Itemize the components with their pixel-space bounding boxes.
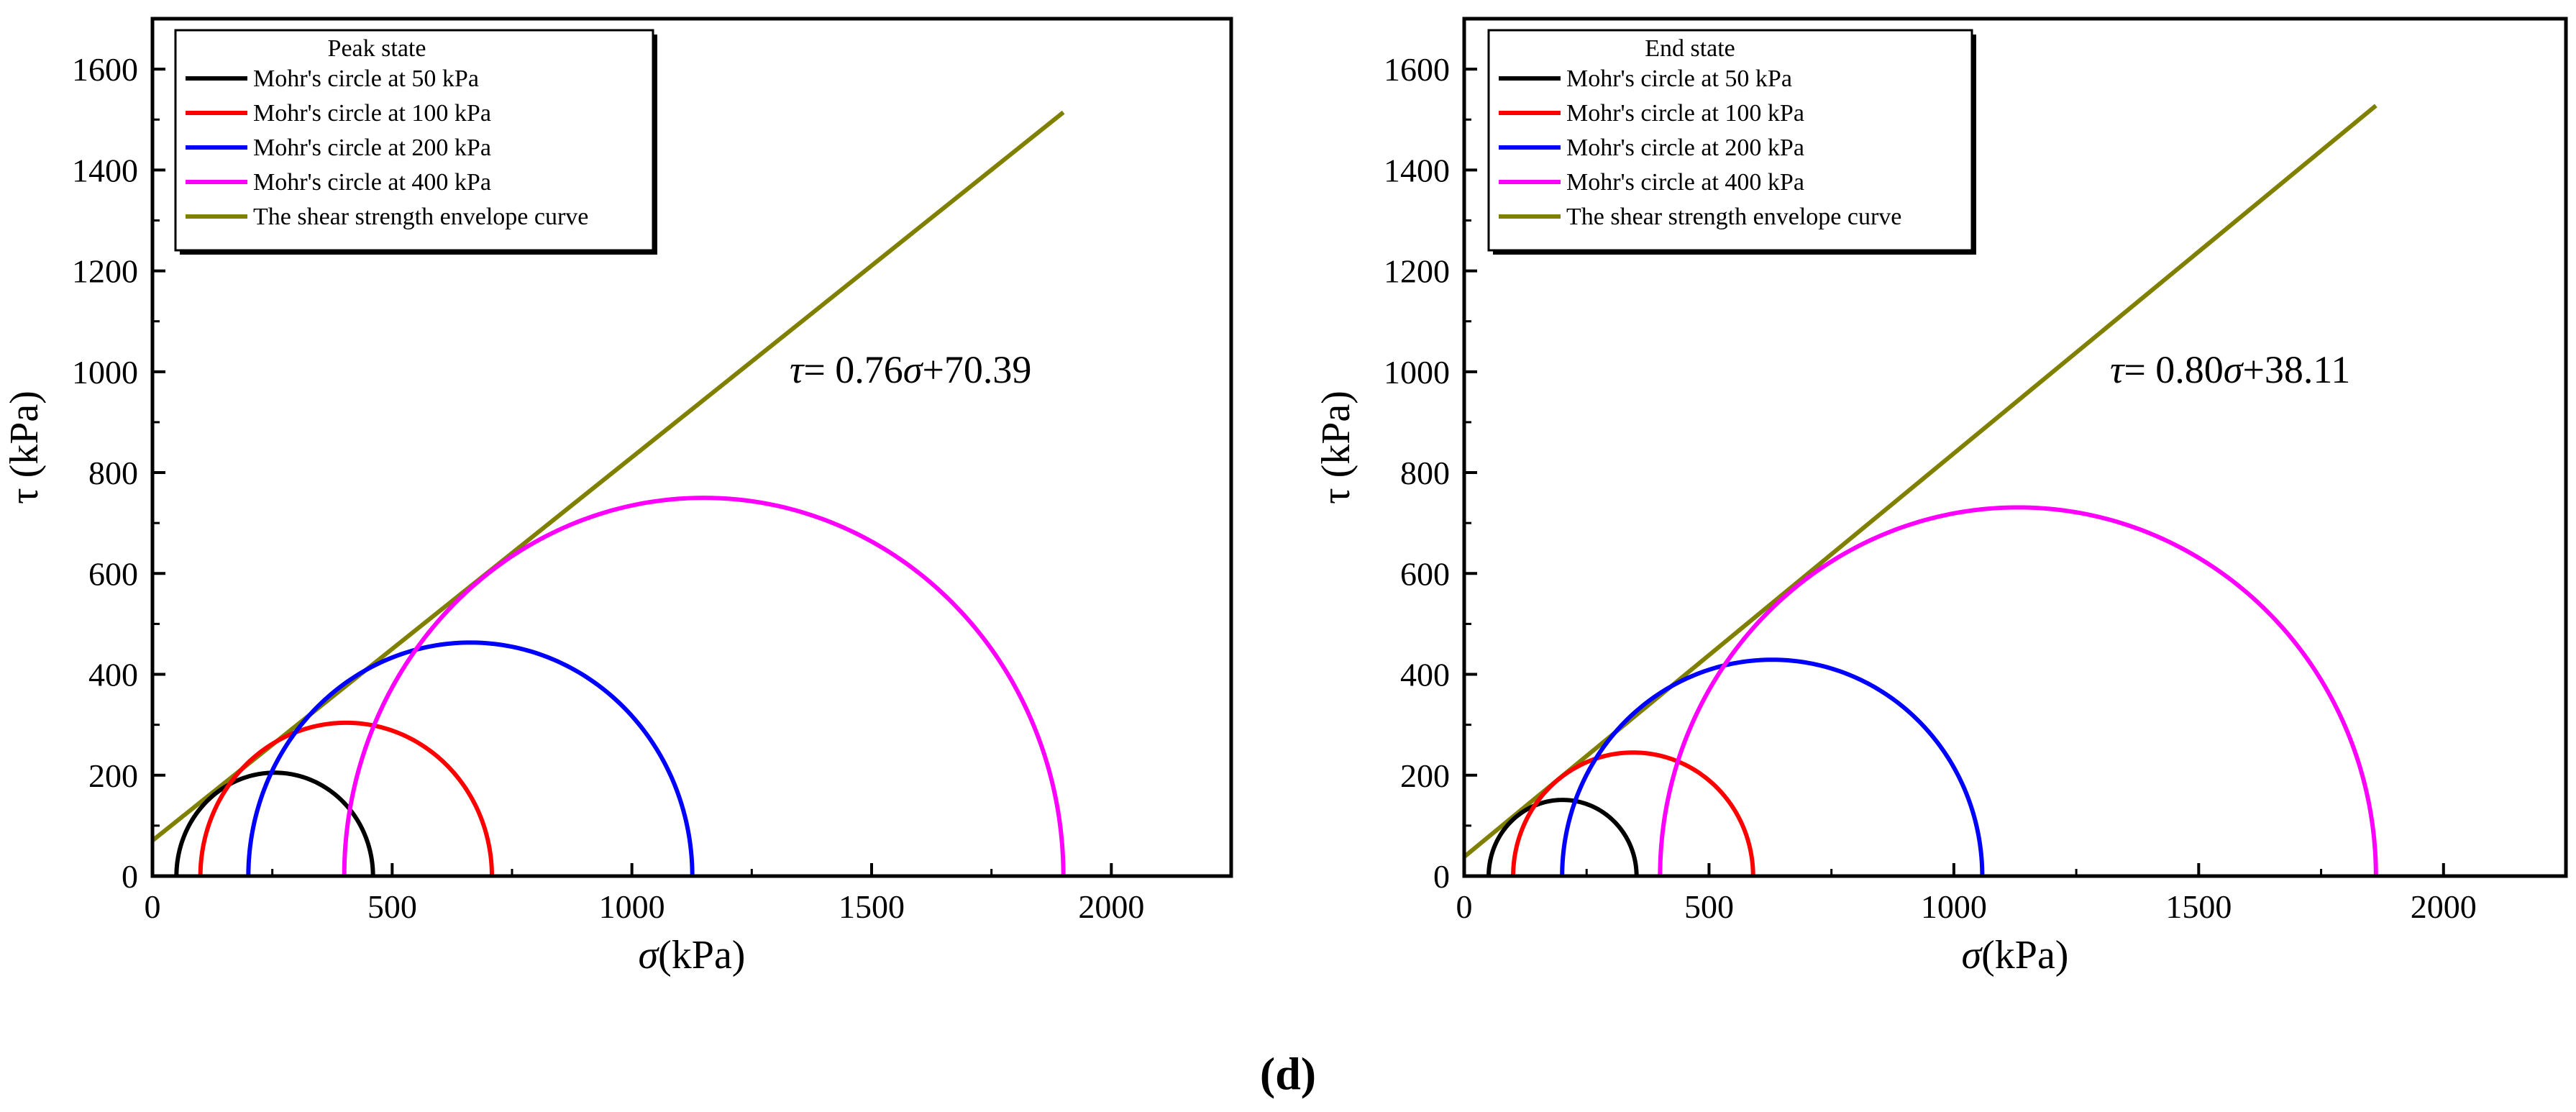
x-tick-label: 0 [145, 888, 161, 925]
legend-label: Mohr's circle at 400 kPa [253, 169, 491, 196]
y-tick-label: 1200 [1384, 253, 1450, 290]
legend-box [174, 29, 654, 252]
y-tick-label: 1000 [1384, 354, 1450, 391]
y-tick-label: 1400 [1384, 152, 1450, 188]
y-tick-label: 400 [88, 657, 138, 693]
y-axis-label: τ (kPa) [2, 391, 47, 504]
x-tick-label: 0 [1456, 888, 1473, 925]
y-tick-label: 1200 [72, 253, 138, 290]
envelope-equation: τ= 0.76σ+70.39 [790, 348, 1031, 391]
x-tick-label: 1000 [599, 888, 665, 925]
x-tick-label: 1000 [1921, 888, 1987, 925]
y-tick-label: 1000 [72, 354, 138, 391]
y-tick-label: 600 [1400, 555, 1450, 592]
x-tick-label: 500 [367, 888, 417, 925]
legend-label: Mohr's circle at 400 kPa [1566, 169, 1804, 196]
panel-caption: (d) [1260, 1048, 1316, 1099]
y-tick-label: 400 [1400, 657, 1450, 693]
legend-label: Mohr's circle at 50 kPa [1566, 65, 1792, 92]
mohr-circle-4 [1658, 505, 2378, 876]
x-axis-label: σ(kPa) [639, 933, 746, 977]
y-axis-label: τ (kPa) [1314, 391, 1358, 504]
y-tick-label: 200 [88, 757, 138, 794]
x-tick-label: 1500 [2165, 888, 2232, 925]
mohr-circle-3 [1560, 657, 1985, 876]
x-axis-label: σ(kPa) [1962, 933, 2069, 977]
plot-frame [1462, 17, 2568, 878]
legend-label: The shear strength envelope curve [1566, 204, 1901, 230]
legend-label: Mohr's circle at 100 kPa [253, 100, 491, 127]
plot-frame [150, 17, 1233, 878]
legend-title: End state [1645, 35, 1735, 62]
legend-box [1487, 29, 1973, 252]
mohr-circle-2 [1511, 750, 1755, 876]
y-tick-label: 600 [88, 555, 138, 592]
y-tick-label: 800 [1400, 455, 1450, 491]
mohr-circle-1 [174, 770, 375, 876]
x-tick-label: 2000 [2411, 888, 2477, 925]
mohr-circle-3 [246, 640, 695, 876]
mohr-circle-4 [342, 496, 1066, 876]
legend-label: Mohr's circle at 200 kPa [253, 135, 491, 161]
mohr-circle-1 [1486, 798, 1639, 876]
y-tick-label: 1600 [1384, 51, 1450, 88]
y-tick-label: 0 [1433, 858, 1450, 895]
chart-panel-1: 0 200 400 600 800 1000 1200 1400 1600 0 500 1000 150… [2, 17, 1233, 977]
y-tick-label: 800 [88, 455, 138, 491]
legend-label: The shear strength envelope curve [253, 204, 588, 230]
y-tick-label: 1400 [72, 152, 138, 188]
mohr-circle-2 [198, 720, 494, 876]
envelope-equation: τ= 0.80σ+38.11 [2110, 348, 2350, 391]
x-tick-label: 2000 [1078, 888, 1144, 925]
x-tick-label: 500 [1684, 888, 1734, 925]
legend-label: Mohr's circle at 200 kPa [1566, 135, 1804, 161]
legend-label: Mohr's circle at 50 kPa [253, 65, 479, 92]
x-tick-label: 1500 [839, 888, 905, 925]
y-tick-label: 1600 [72, 51, 138, 88]
y-tick-label: 200 [1400, 757, 1450, 794]
chart-panel-2: 0 200 400 600 800 1000 1200 1400 1600 0 500 1000 150… [1314, 17, 2568, 977]
y-tick-label: 0 [122, 858, 138, 895]
legend-label: Mohr's circle at 100 kPa [1566, 100, 1804, 127]
legend-title: Peak state [328, 35, 426, 62]
